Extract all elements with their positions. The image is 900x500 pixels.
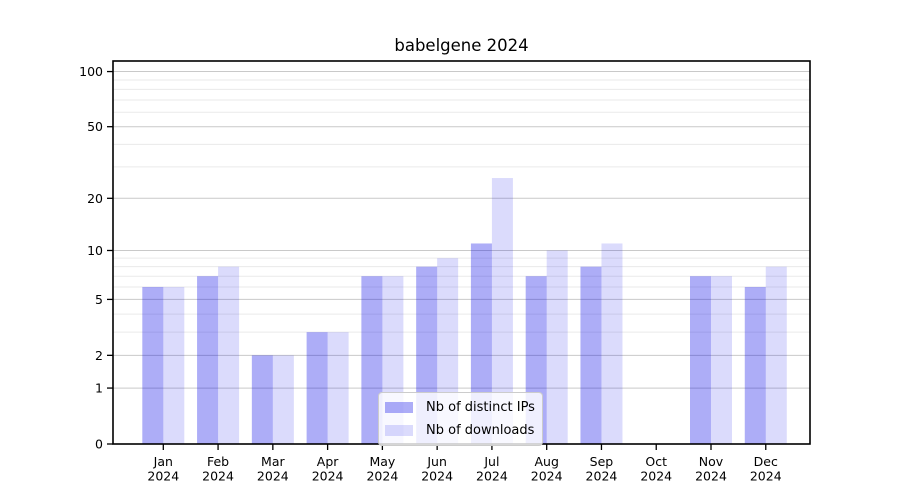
x-tick-label-month: Jan xyxy=(153,454,173,469)
y-tick-label: 100 xyxy=(79,64,103,79)
y-tick-label: 10 xyxy=(87,243,103,258)
x-tick-label-month: Feb xyxy=(207,454,229,469)
bar-downloads xyxy=(546,250,568,444)
x-tick-label-year: 2024 xyxy=(586,469,618,484)
bar-downloads xyxy=(765,266,787,444)
bar-distinct-ips xyxy=(361,276,383,444)
x-tick-label-month: Aug xyxy=(534,454,558,469)
bar-downloads xyxy=(272,355,294,444)
y-tick-label: 5 xyxy=(95,292,103,307)
x-tick-label-year: 2024 xyxy=(366,469,398,484)
x-tick-label-month: Sep xyxy=(590,454,614,469)
x-tick-label-month: Jul xyxy=(483,454,499,469)
bar-distinct-ips xyxy=(306,332,328,444)
legend: Nb of distinct IPs Nb of downloads xyxy=(378,392,543,446)
x-tick-label-month: Jun xyxy=(426,454,447,469)
y-tick-label: 0 xyxy=(95,437,103,452)
legend-item-downloads: Nb of downloads xyxy=(385,423,535,438)
x-tick-label-month: Dec xyxy=(754,454,778,469)
x-tick-label-month: Oct xyxy=(645,454,667,469)
x-tick-label-month: Apr xyxy=(317,454,339,469)
x-tick-label-year: 2024 xyxy=(421,469,453,484)
y-tick-label: 20 xyxy=(87,191,103,206)
legend-swatch-downloads xyxy=(385,425,413,436)
x-tick-label-year: 2024 xyxy=(257,469,289,484)
bar-downloads xyxy=(327,332,349,444)
bar-downloads xyxy=(601,243,623,444)
y-tick-label: 1 xyxy=(95,381,103,396)
x-tick-label-year: 2024 xyxy=(476,469,508,484)
bar-downloads xyxy=(491,178,513,444)
bar-downloads xyxy=(163,286,185,444)
bar-distinct-ips xyxy=(744,286,766,444)
x-tick-label-year: 2024 xyxy=(531,469,563,484)
legend-label-distinct-ips: Nb of distinct IPs xyxy=(426,400,535,415)
chart-title: babelgene 2024 xyxy=(394,36,529,55)
legend-swatch-distinct-ips xyxy=(385,402,413,413)
x-tick-label-year: 2024 xyxy=(750,469,782,484)
bar-distinct-ips xyxy=(197,276,219,444)
x-tick-label-year: 2024 xyxy=(312,469,344,484)
x-tick-label-month: May xyxy=(369,454,395,469)
y-tick-label: 2 xyxy=(95,348,103,363)
x-tick-label-month: Nov xyxy=(699,454,724,469)
bar-distinct-ips xyxy=(142,286,164,444)
bar-downloads xyxy=(218,266,240,444)
legend-label-downloads: Nb of downloads xyxy=(426,423,535,438)
bar-distinct-ips xyxy=(580,266,602,444)
x-tick-label-year: 2024 xyxy=(695,469,727,484)
bar-downloads xyxy=(711,276,732,444)
x-tick-label-year: 2024 xyxy=(147,469,179,484)
x-tick-label-month: Mar xyxy=(261,454,285,469)
bar-distinct-ips xyxy=(690,276,711,444)
x-tick-label-year: 2024 xyxy=(640,469,672,484)
bar-distinct-ips xyxy=(251,355,273,444)
y-tick-label: 50 xyxy=(87,119,103,134)
x-tick-label-year: 2024 xyxy=(202,469,234,484)
legend-item-distinct-ips: Nb of distinct IPs xyxy=(385,400,535,415)
